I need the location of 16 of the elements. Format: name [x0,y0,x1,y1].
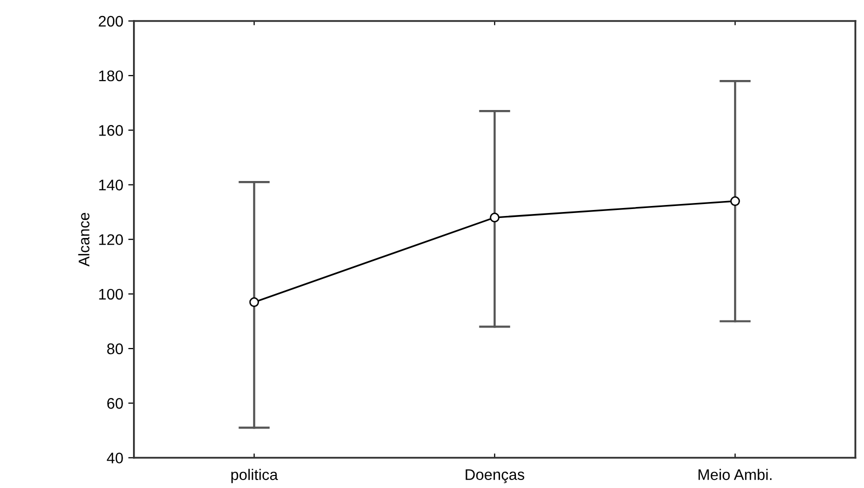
y-axis-title: Alcance [78,212,90,267]
x-tick-label: Meio Ambi. [698,468,772,480]
y-tick-label: 60 [107,398,123,409]
y-tick-label: 180 [99,70,123,82]
point [730,196,740,206]
point [490,212,500,222]
y-tick-label: 100 [99,288,123,300]
point [249,297,260,308]
y-tick-label: 200 [98,16,123,27]
y-tick-label: 80 [107,343,123,354]
y-tick-label: 120 [99,234,123,246]
x-tick-label: politica [231,468,278,484]
x-tick-label: Doenças [466,469,524,484]
y-tick-label: 140 [99,180,123,190]
y-tick-label: 40 [106,452,123,464]
y-tick-label: 160 [99,125,123,136]
